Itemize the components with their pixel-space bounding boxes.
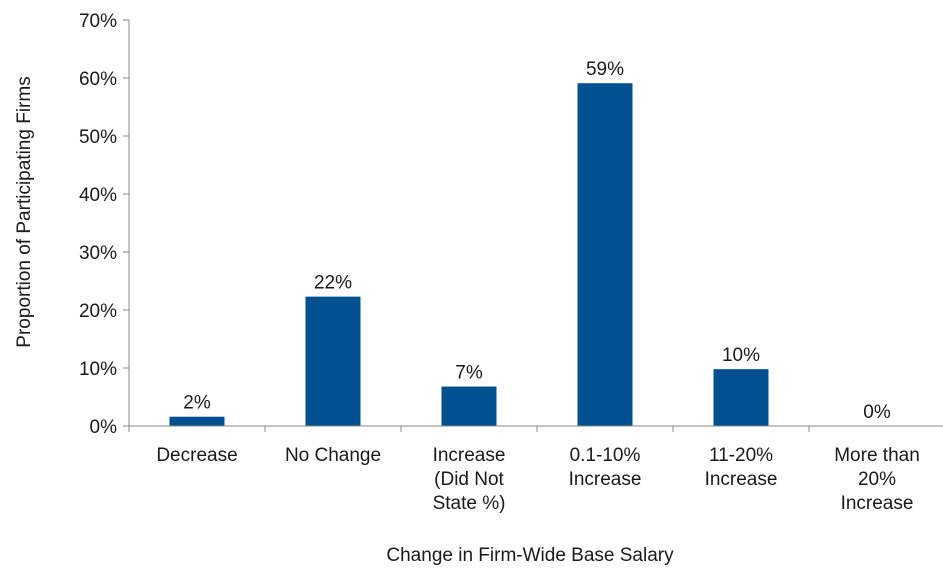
x-tick-label: Decrease [156,445,237,466]
y-tick-label: 60% [79,69,117,90]
y-tick-label: 50% [79,127,117,148]
x-axis-title: Change in Firm-Wide Base Salary [386,545,674,566]
x-tick-label: State %) [433,493,506,514]
x-tick-label: 0.1-10% [570,445,641,466]
bars [169,83,769,426]
data-label: 10% [722,345,760,366]
data-label: 2% [183,393,211,414]
bar [305,296,361,426]
x-tick-label: Increase [433,445,506,466]
x-tick-label: Increase [569,469,642,490]
value-labels: 2% 22% 7% 59% 10% 0% [183,59,891,423]
data-label: 0% [863,402,891,423]
y-axis-title: Proportion of Participating Firms [14,76,35,347]
y-tick-label: 30% [79,243,117,264]
y-tick-label: 70% [79,11,117,32]
data-label: 22% [314,273,352,294]
x-tick-label: No Change [285,445,381,466]
bar [441,386,497,426]
x-tick-label: (Did Not [434,469,504,490]
data-label: 59% [586,59,624,80]
x-tick-label: 20% [858,469,896,490]
x-tick-label: More than [834,445,920,466]
x-tick-label: Increase [705,469,778,490]
x-tick-label: 11-20% [709,445,773,466]
x-tick-label: Increase [841,493,914,514]
y-tick-label: 0% [90,417,118,438]
bar [577,83,633,426]
y-tick-label: 20% [79,301,117,322]
bar [169,416,225,426]
data-label: 7% [455,363,483,384]
bar [713,369,769,426]
y-tick-label: 40% [79,185,117,206]
y-axis-ticks: 0% 10% 20% 30% 40% 50% 60% 70% [79,11,129,438]
y-tick-label: 10% [79,359,117,380]
x-axis-ticks: Decrease No Change Increase (Did Not State %… [128,426,920,514]
